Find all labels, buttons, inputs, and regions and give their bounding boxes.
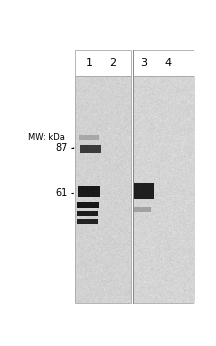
Text: 1: 1 [86,58,93,68]
Bar [75,76,131,303]
Text: 3: 3 [141,58,148,68]
Text: 61: 61 [56,188,68,198]
Bar [75,49,131,76]
Text: 4: 4 [164,58,171,68]
Text: 87: 87 [56,143,68,153]
Text: MW: kDa: MW: kDa [28,133,65,142]
Bar [133,49,194,76]
Bar [133,76,194,303]
Text: 2: 2 [109,58,116,68]
